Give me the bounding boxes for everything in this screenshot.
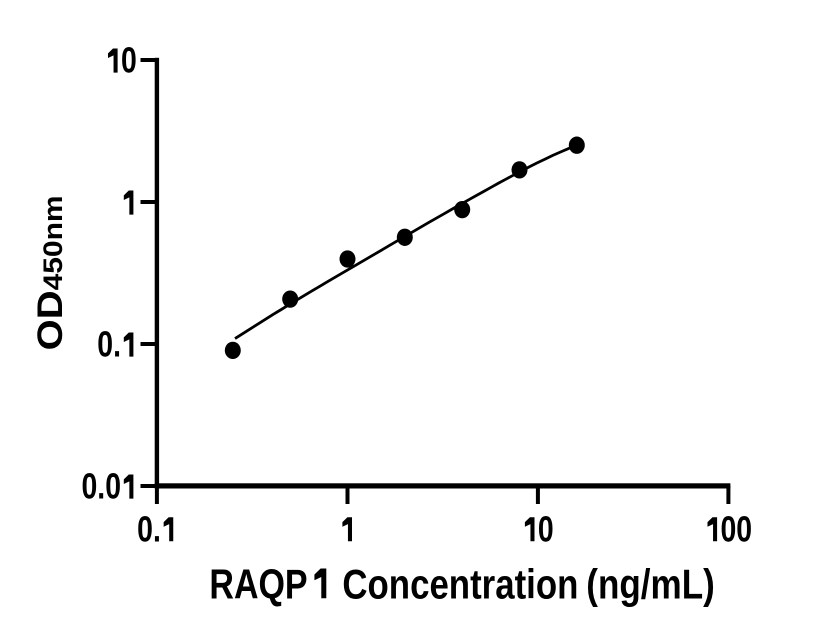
svg-text:(ng/mL): (ng/mL) <box>586 560 715 607</box>
svg-text:Concentration: Concentration <box>342 560 578 607</box>
svg-text:OD450nm: OD450nm <box>30 195 69 350</box>
svg-text:0: 0 <box>121 40 137 81</box>
svg-text:0.: 0. <box>97 324 121 365</box>
svg-text:0.0: 0.0 <box>82 466 122 507</box>
svg-text:0.: 0. <box>137 508 161 549</box>
svg-text:0: 0 <box>538 508 554 549</box>
svg-text:RAQP: RAQP <box>209 560 307 607</box>
svg-text:00: 00 <box>721 508 753 549</box>
